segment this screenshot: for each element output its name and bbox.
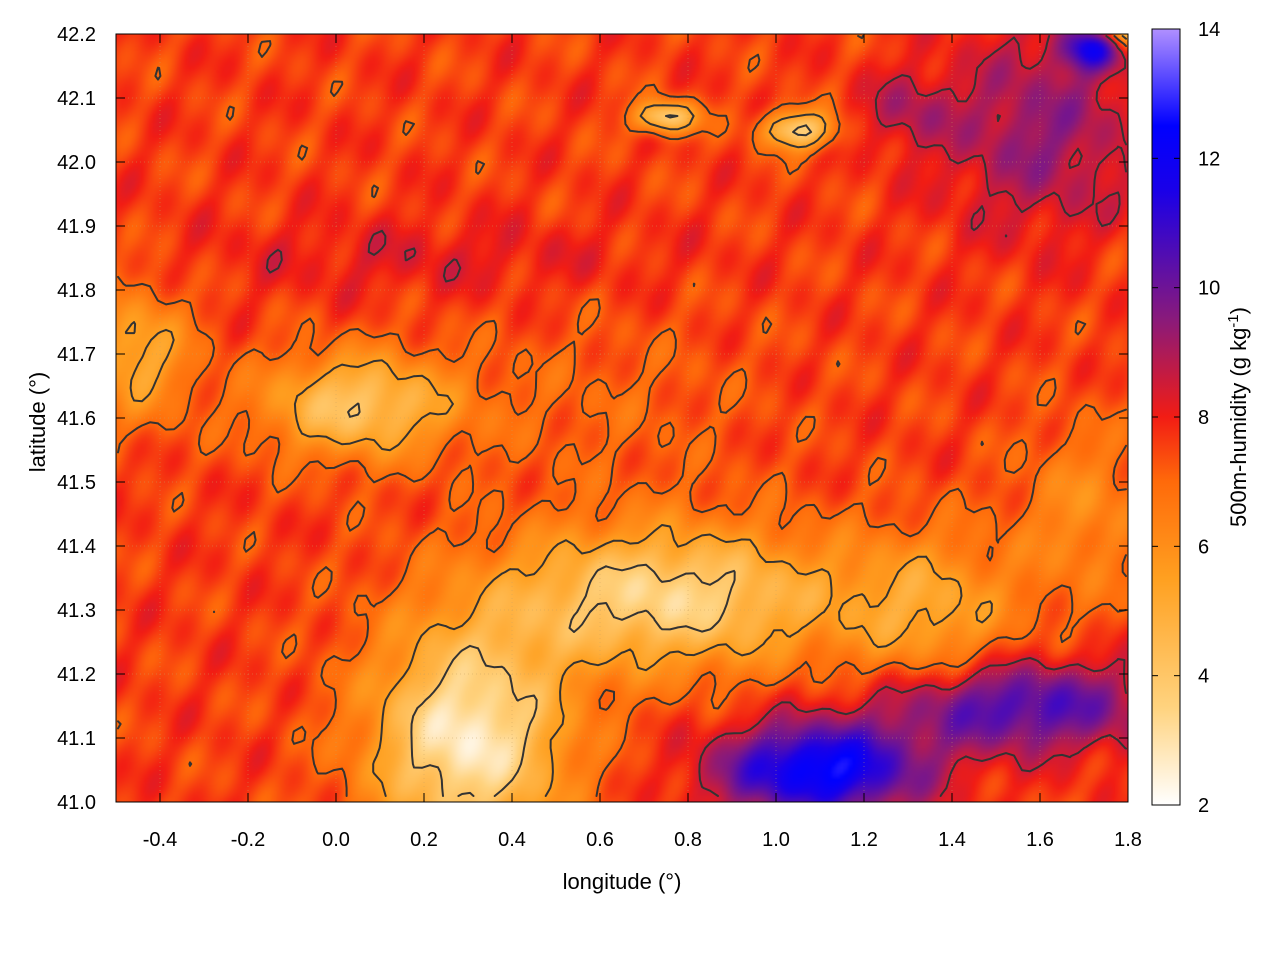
y-tick-label: 41.8 [57, 280, 96, 302]
y-tick-label: 41.3 [57, 600, 96, 622]
grid-lines [116, 34, 1128, 802]
x-tick-label: 0.8 [674, 829, 702, 851]
y-tick-label: 41.9 [57, 216, 96, 238]
x-tick-label: 1.8 [1114, 829, 1142, 851]
contour-line [117, 35, 1127, 797]
x-tick-label: -0.2 [231, 829, 265, 851]
x-tick-label: 1.0 [762, 829, 790, 851]
x-tick-label: 0.0 [322, 829, 350, 851]
colorbar-label-end: ) [1226, 307, 1251, 314]
colorbar-tick-label: 4 [1198, 666, 1209, 688]
x-tick-label: 1.2 [850, 829, 878, 851]
colorbar-tick-label: 8 [1198, 407, 1209, 429]
x-tick-label: 1.4 [938, 829, 966, 851]
colorbar-label-superscript: -1 [1225, 314, 1242, 327]
y-tick-label: 41.2 [57, 664, 96, 686]
contour-lines [117, 35, 1127, 797]
y-tick-label: 42.0 [57, 152, 96, 174]
y-tick-label: 41.1 [57, 728, 96, 750]
x-tick-label: 0.2 [410, 829, 438, 851]
y-tick-label: 41.6 [57, 408, 96, 430]
y-tick-label: 42.1 [57, 88, 96, 110]
x-tick-label: -0.4 [143, 829, 177, 851]
colorbar-label: 500m-humidity (g kg-1) [1225, 307, 1251, 527]
x-axis-label: longitude (°) [563, 869, 682, 894]
plot-area [116, 34, 1128, 802]
colorbar-tick-label: 6 [1198, 536, 1209, 558]
contour-line [124, 35, 1127, 797]
colorbar-tick-label: 14 [1198, 19, 1220, 41]
colorbar-tick-label: 10 [1198, 278, 1220, 300]
x-tick-label: 0.4 [498, 829, 526, 851]
x-tick-label: 0.6 [586, 829, 614, 851]
colorbar: 2 4 6 8 10 12 14 500m-humidity (g kg-1) [1151, 19, 1251, 817]
y-tick-label: 42.2 [57, 24, 96, 46]
y-tick-label: 41.0 [57, 792, 96, 814]
colorbar-tick-label: 2 [1198, 795, 1209, 817]
y-tick-label: 41.7 [57, 344, 96, 366]
y-axis-ticks: 41.0 41.1 41.2 41.3 41.4 41.5 41.6 41.7 41.8 41.9… [57, 24, 1128, 814]
colorbar-ticks: 2 4 6 8 10 12 14 [1152, 19, 1220, 817]
y-axis-label: latitude (°) [25, 372, 50, 473]
contour-line [265, 35, 1127, 797]
contour-line [347, 114, 813, 797]
x-axis-ticks: -0.4 -0.2 0.0 0.2 0.4 0.6 0.8 1.0 1.2 1.4 1.6 1.8 [143, 34, 1142, 851]
x-tick-label: 1.6 [1026, 829, 1054, 851]
y-tick-label: 41.4 [57, 536, 96, 558]
colorbar-tick-label: 12 [1198, 148, 1220, 170]
y-tick-label: 41.5 [57, 472, 96, 494]
